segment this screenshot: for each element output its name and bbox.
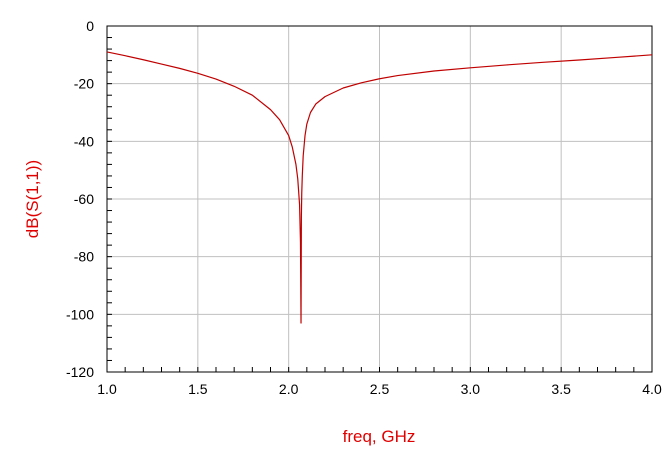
x-tick-label: 1.0 — [97, 381, 117, 397]
y-tick-label: -100 — [66, 306, 94, 322]
y-tick-label: -20 — [74, 76, 94, 92]
series-line — [106, 51, 653, 324]
x-tick-labels: 1.0 1.5 2.0 2.5 3.0 3.5 4.0 — [97, 381, 662, 397]
y-tick-labels: 0 -20 -40 -60 -80 -100 -120 — [66, 18, 94, 380]
x-axis-title: freq, GHz — [343, 427, 416, 446]
y-tick-label: -40 — [74, 133, 94, 149]
x-tick-label: 3.0 — [461, 381, 481, 397]
y-tick-label: -120 — [66, 364, 94, 380]
y-tick-label: 0 — [86, 18, 94, 34]
x-tick-label: 1.5 — [188, 381, 208, 397]
plot-frame — [106, 25, 653, 373]
x-tick-label: 2.5 — [370, 381, 390, 397]
y-axis-title: dB(S(1,1)) — [23, 160, 42, 238]
y-tick-label: -60 — [74, 191, 94, 207]
x-tick-label: 2.0 — [279, 381, 299, 397]
y-tick-label: -80 — [74, 249, 94, 265]
x-tick-label: 4.0 — [642, 381, 662, 397]
grid-lines — [106, 25, 653, 373]
series-layer — [106, 51, 653, 324]
x-tick-label: 3.5 — [551, 381, 571, 397]
